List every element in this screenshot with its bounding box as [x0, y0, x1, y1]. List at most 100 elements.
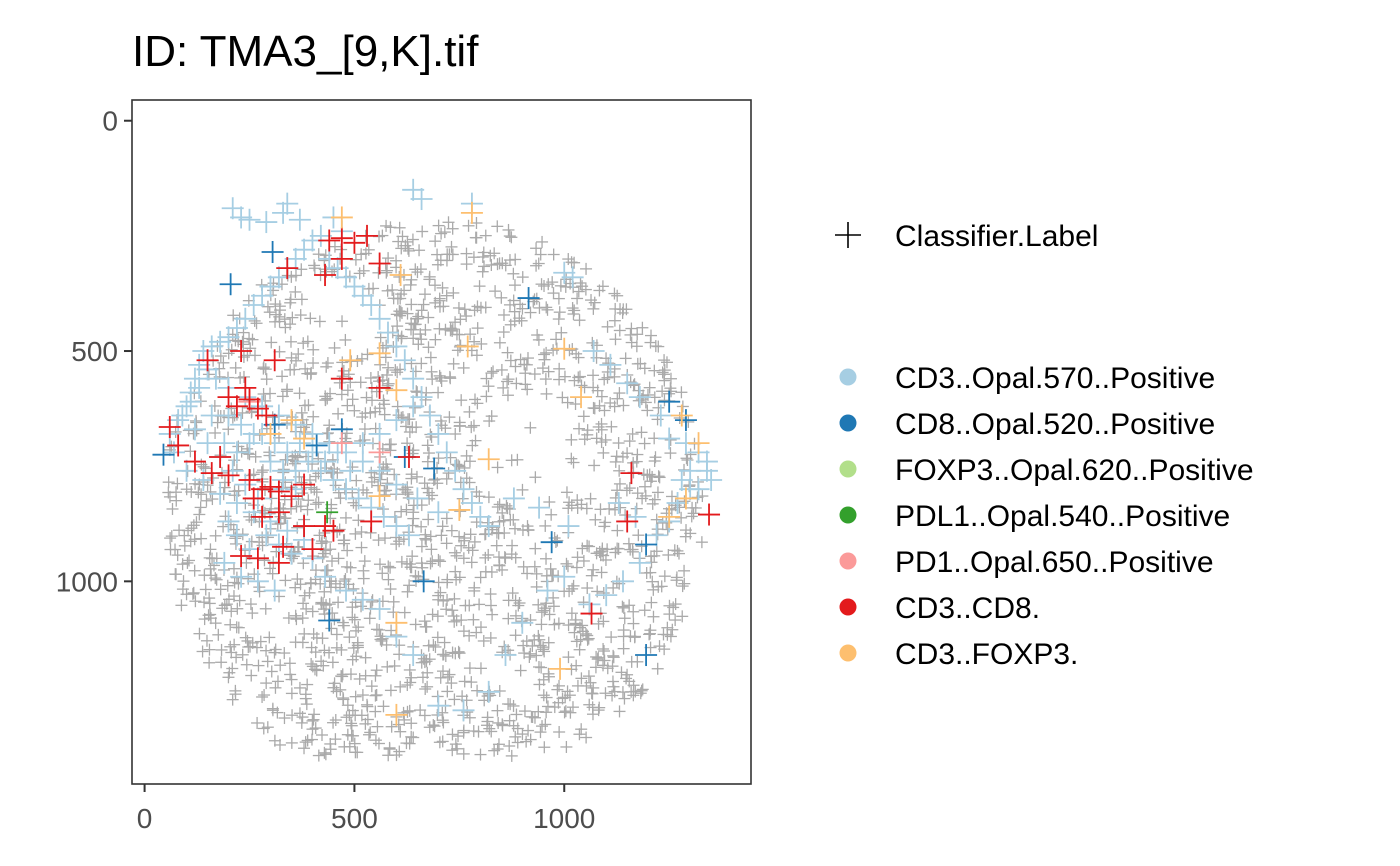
- background-point: [471, 684, 484, 697]
- background-point: [218, 599, 231, 612]
- background-point: [589, 513, 602, 526]
- point-cd3-foxp3: [389, 264, 412, 287]
- background-point: [261, 655, 274, 668]
- background-point: [362, 728, 375, 741]
- background-point: [442, 216, 455, 229]
- background-point: [442, 467, 455, 480]
- point-cd3-opal-570-positive: [410, 188, 433, 211]
- background-point: [286, 311, 299, 324]
- point-cd3-opal-570-positive: [444, 459, 467, 482]
- background-point: [203, 643, 216, 656]
- background-point: [320, 564, 333, 577]
- background-point: [162, 476, 175, 489]
- background-point: [573, 314, 586, 327]
- background-point: [308, 259, 321, 272]
- background-point: [664, 447, 677, 460]
- axes-layer: 0 500 1000 0 500 1000: [56, 106, 596, 834]
- background-point: [508, 522, 521, 535]
- background-point: [246, 607, 259, 620]
- background-point: [514, 298, 527, 311]
- background-point: [493, 257, 506, 270]
- background-point: [406, 233, 419, 246]
- point-cd3-opal-570-positive: [427, 694, 450, 717]
- background-point: [551, 683, 564, 696]
- point-cd3-opal-570-positive: [687, 478, 710, 501]
- background-point: [444, 322, 457, 335]
- background-point: [395, 330, 408, 343]
- background-point: [491, 258, 504, 271]
- background-point: [198, 613, 211, 626]
- background-point: [687, 507, 700, 520]
- background-point: [566, 701, 579, 714]
- background-point: [576, 619, 589, 632]
- background-point: [388, 659, 401, 672]
- background-point: [524, 647, 537, 660]
- background-point: [594, 503, 607, 516]
- background-point: [307, 628, 320, 641]
- point-cd3-opal-570-positive: [670, 469, 693, 491]
- background-point: [617, 642, 630, 655]
- background-point: [651, 486, 664, 499]
- point-cd3-opal-570-positive: [213, 432, 236, 455]
- background-point: [177, 575, 190, 588]
- background-point: [627, 379, 640, 392]
- background-point: [648, 364, 661, 377]
- background-point: [563, 344, 576, 357]
- background-point: [422, 447, 435, 460]
- background-point: [193, 508, 206, 521]
- background-point: [562, 651, 575, 664]
- background-point: [284, 668, 297, 681]
- background-point: [532, 705, 545, 718]
- background-point: [206, 493, 219, 506]
- background-point: [418, 615, 431, 628]
- background-point: [524, 614, 537, 627]
- background-point: [369, 734, 382, 747]
- background-point: [627, 679, 640, 692]
- point-cd3-opal-570-positive: [368, 422, 391, 445]
- background-point: [384, 583, 397, 596]
- background-point: [319, 390, 332, 403]
- point-cd3-opal-570-positive: [276, 441, 299, 464]
- background-point: [538, 645, 551, 658]
- background-point: [364, 372, 377, 385]
- background-point: [269, 681, 282, 694]
- background-point: [643, 381, 656, 394]
- background-point: [258, 554, 271, 567]
- background-point: [638, 604, 651, 617]
- background-point: [440, 472, 453, 485]
- background-point: [574, 277, 587, 290]
- background-point: [279, 453, 292, 466]
- background-point: [623, 599, 636, 612]
- background-point: [470, 626, 483, 639]
- background-point: [484, 249, 497, 262]
- background-point: [257, 388, 270, 401]
- background-point: [282, 612, 295, 625]
- background-point: [436, 520, 449, 533]
- background-point: [540, 387, 553, 400]
- background-point: [505, 749, 518, 762]
- background-point: [296, 711, 309, 724]
- background-point: [573, 728, 586, 741]
- background-point: [427, 719, 440, 732]
- background-point: [200, 494, 213, 507]
- background-point: [611, 542, 624, 555]
- background-point: [440, 254, 453, 267]
- background-point: [608, 400, 621, 413]
- background-point: [421, 680, 434, 693]
- background-point: [285, 673, 298, 686]
- point-cd3-cd8: [397, 445, 420, 468]
- point-cd3-cd8: [200, 462, 223, 485]
- background-point: [307, 357, 320, 370]
- background-point: [681, 454, 694, 467]
- background-point: [474, 301, 487, 314]
- point-cd3-opal-570-positive: [679, 459, 702, 482]
- background-point: [658, 368, 671, 381]
- background-point: [534, 726, 547, 739]
- background-point: [412, 338, 425, 351]
- background-point: [635, 684, 648, 697]
- background-point: [631, 357, 644, 370]
- point-cd3-opal-570-positive: [393, 349, 416, 372]
- background-point: [535, 618, 548, 631]
- background-point: [620, 672, 633, 685]
- background-point: [516, 483, 529, 496]
